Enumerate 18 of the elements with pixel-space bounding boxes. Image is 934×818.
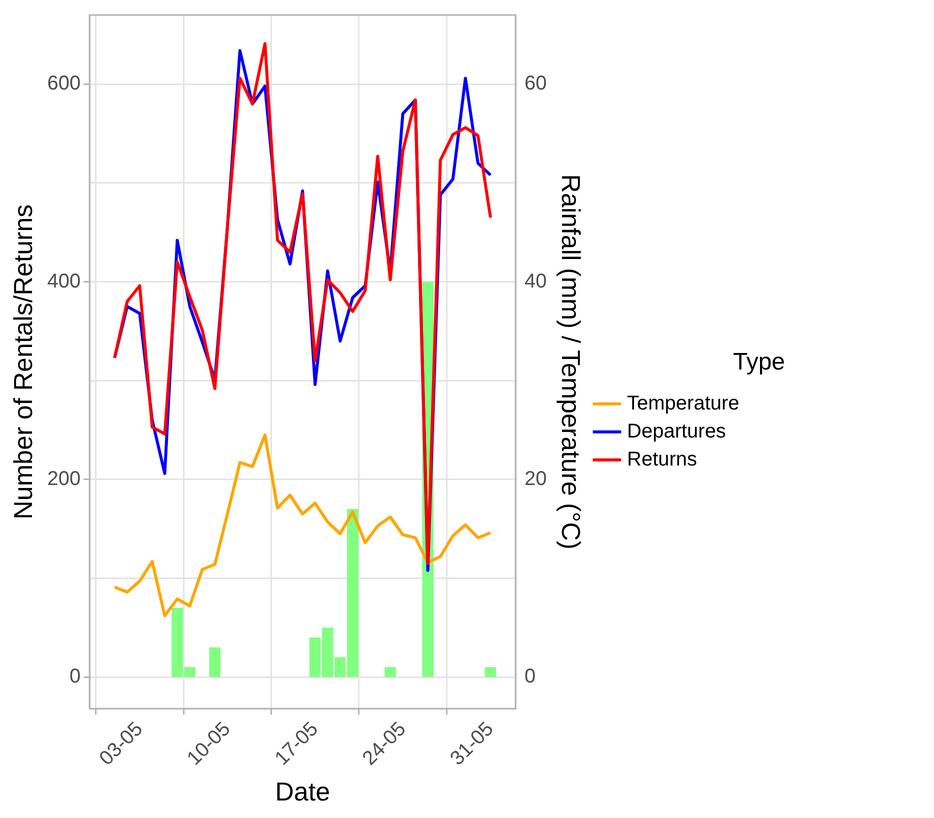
y2-tick-label: 20 — [524, 468, 547, 490]
legend-label: Temperature — [627, 392, 740, 414]
x-axis-title: Date — [275, 776, 330, 807]
bar — [209, 647, 220, 678]
legend-title: Type — [732, 348, 786, 376]
y2-axis-title: Rainfall (mm) / Temperature (°C) — [556, 174, 586, 550]
y2-tick-label: 0 — [524, 666, 536, 688]
y-axis-title: Number of Rentals/Returns — [8, 204, 38, 520]
y2-tick-label: 40 — [524, 270, 547, 292]
y-tick-label: 600 — [47, 72, 81, 95]
bar — [484, 667, 496, 678]
bar — [384, 667, 396, 678]
legend-label: Returns — [627, 448, 698, 470]
y-tick-label: 400 — [47, 270, 81, 292]
legend-label: Departures — [627, 420, 726, 442]
y2-tick-label: 60 — [524, 72, 547, 95]
y-tick-label: 0 — [69, 666, 81, 688]
y-tick-label: 200 — [47, 468, 81, 490]
